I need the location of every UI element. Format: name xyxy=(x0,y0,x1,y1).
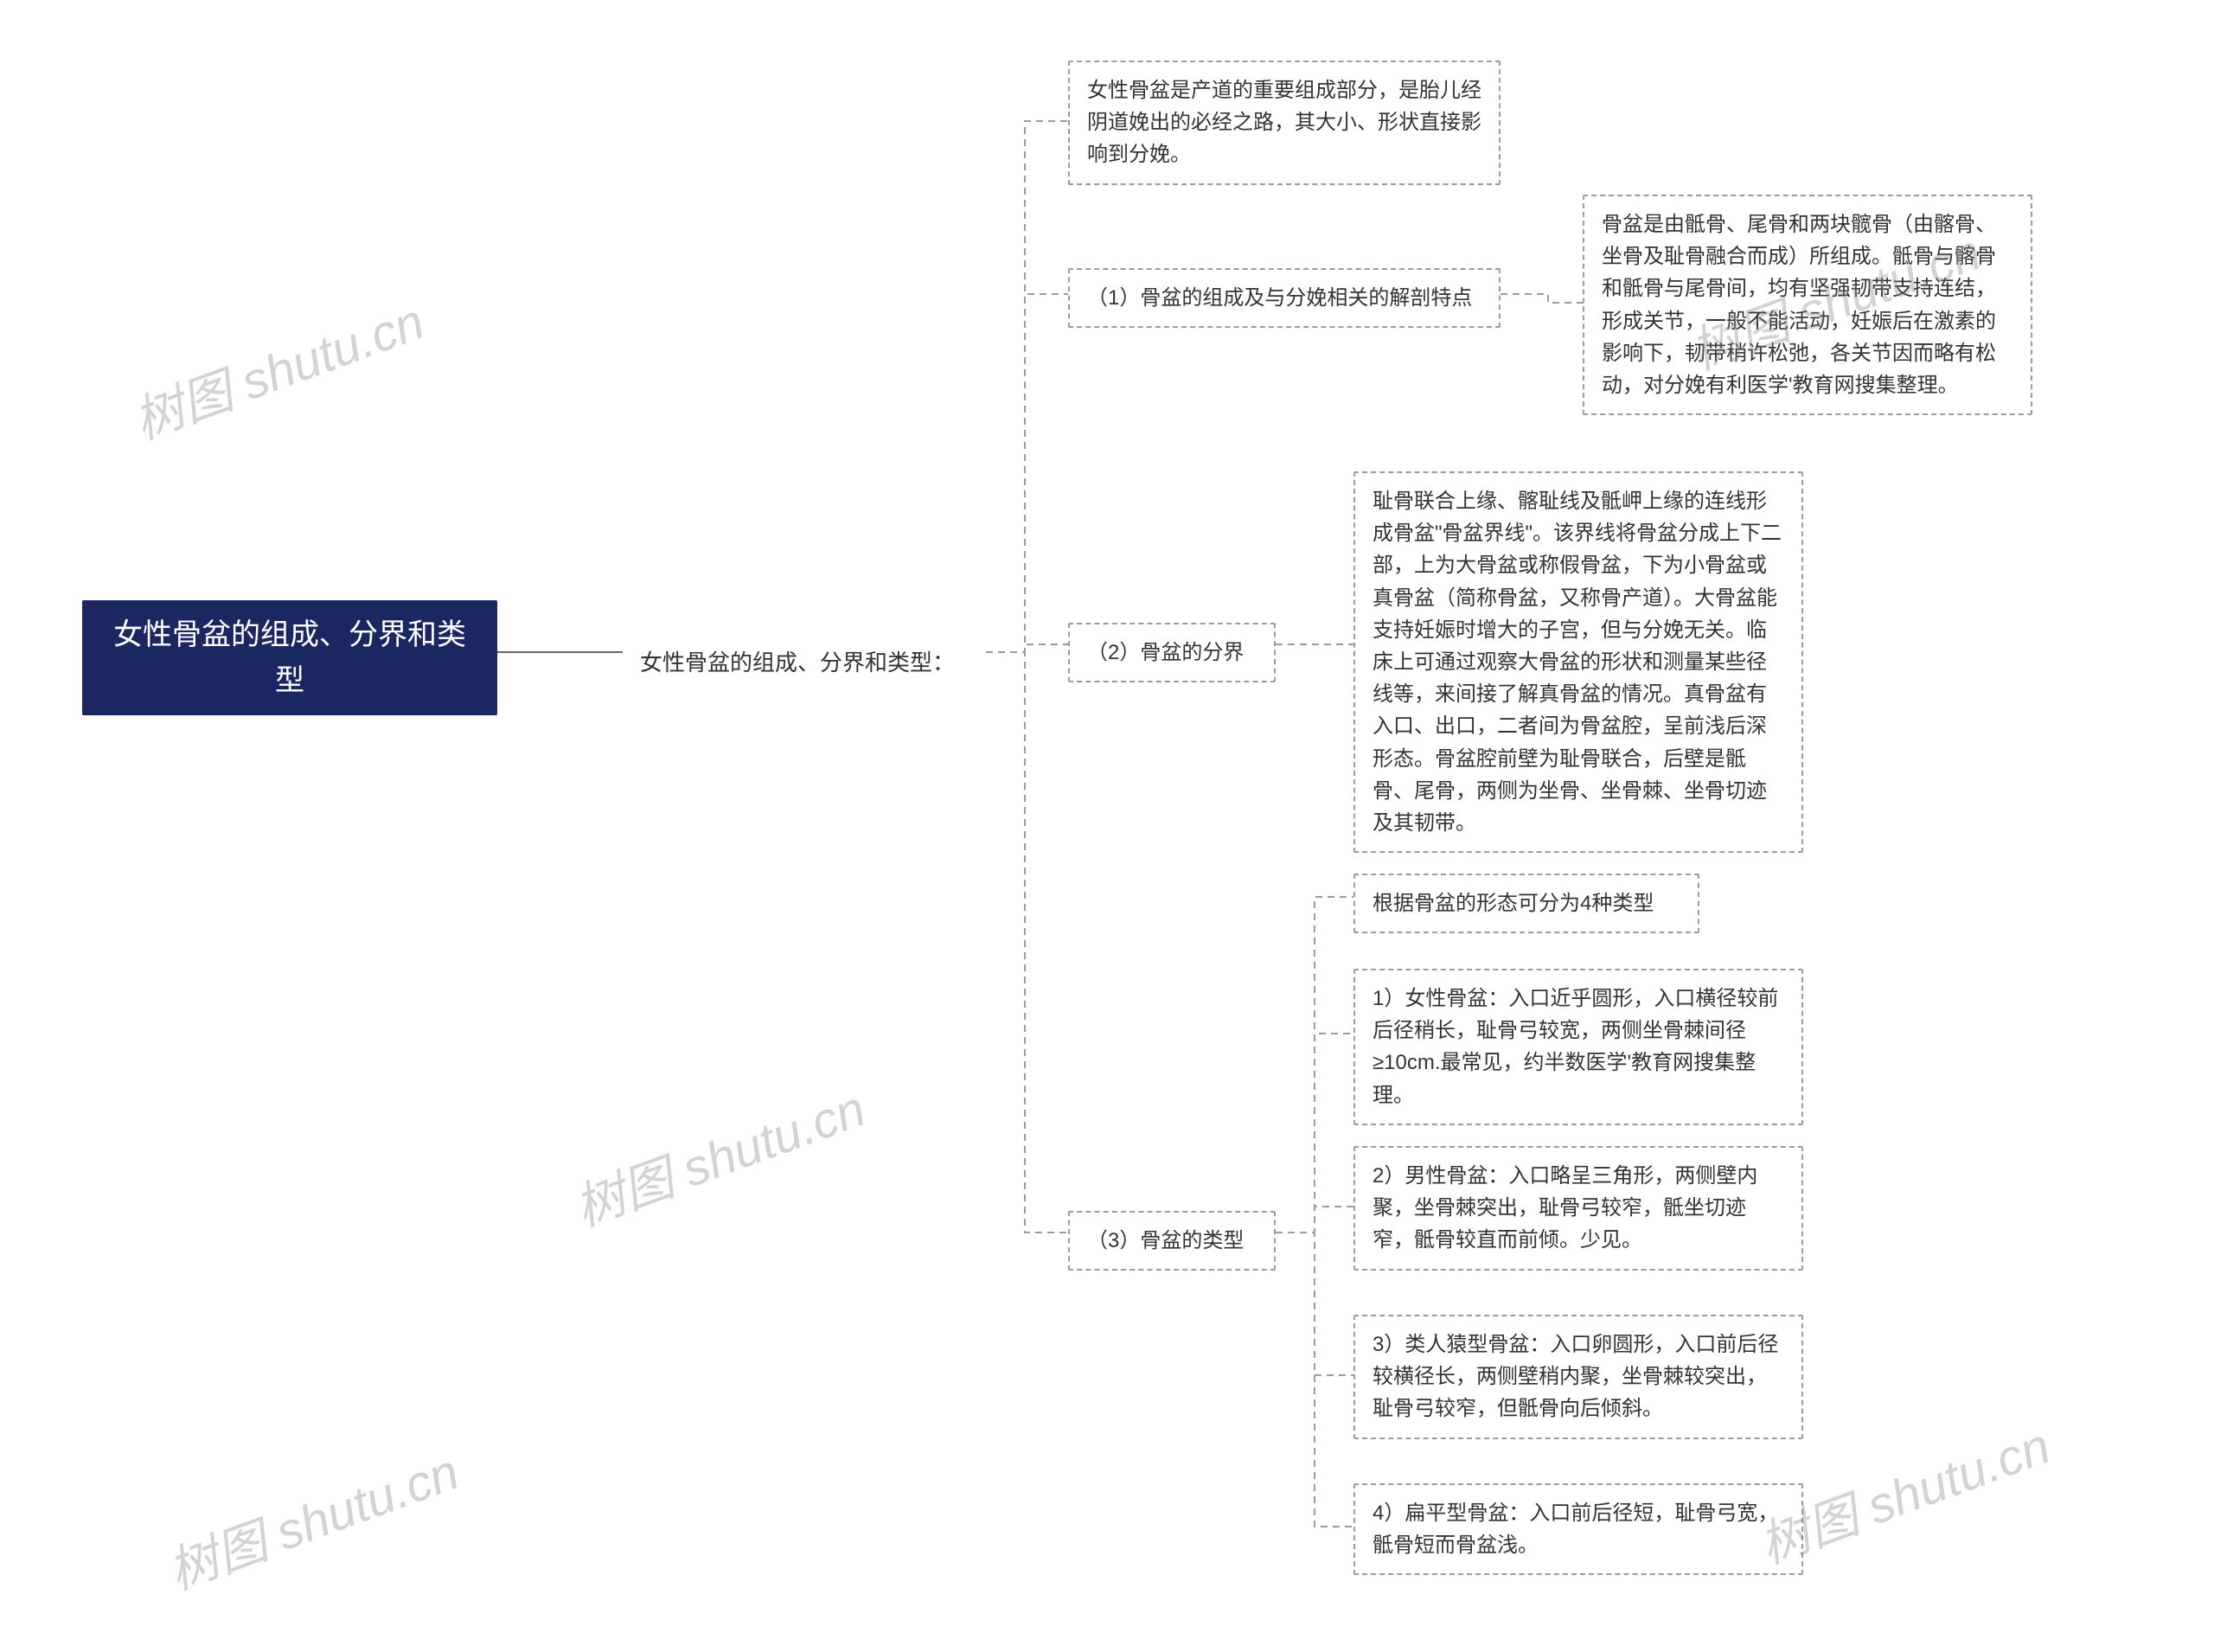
sec3-type4-node[interactable]: 4）扁平型骨盆：入口前后径短，耻骨弓宽，骶骨短而骨盆浅。 xyxy=(1353,1483,1803,1575)
sec1-title-node[interactable]: （1）骨盆的组成及与分娩相关的解剖特点 xyxy=(1068,268,1501,328)
watermark: 树图 shutu.cn xyxy=(563,1068,873,1240)
sec3-type2-node[interactable]: 2）男性骨盆：入口略呈三角形，两侧壁内聚，坐骨棘突出，耻骨弓较窄，骶坐切迹窄，骶… xyxy=(1353,1146,1803,1271)
sec1-body-node[interactable]: 骨盆是由骶骨、尾骨和两块髋骨（由髂骨、坐骨及耻骨融合而成）所组成。骶骨与髂骨和骶… xyxy=(1583,195,2032,415)
level1-node[interactable]: 女性骨盆的组成、分界和类型： xyxy=(623,633,986,692)
sec3-type1-node[interactable]: 1）女性骨盆：入口近乎圆形，入口横径较前后径稍长，耻骨弓较宽，两侧坐骨棘间径≥1… xyxy=(1353,969,1803,1125)
root-node[interactable]: 女性骨盆的组成、分界和类型 xyxy=(82,600,497,715)
intro-node[interactable]: 女性骨盆是产道的重要组成部分，是胎儿经阴道娩出的必经之路，其大小、形状直接影响到… xyxy=(1068,61,1501,185)
sec3-intro-node[interactable]: 根据骨盆的形态可分为4种类型 xyxy=(1353,874,1699,933)
sec2-title-node[interactable]: （2）骨盆的分界 xyxy=(1068,623,1276,682)
sec2-body-node[interactable]: 耻骨联合上缘、髂耻线及骶岬上缘的连线形成骨盆"骨盆界线"。该界线将骨盆分成上下二… xyxy=(1353,471,1803,853)
watermark: 树图 shutu.cn xyxy=(157,1431,467,1604)
watermark: 树图 shutu.cn xyxy=(122,281,432,453)
sec3-title-node[interactable]: （3）骨盆的类型 xyxy=(1068,1211,1276,1271)
sec3-type3-node[interactable]: 3）类人猿型骨盆：入口卵圆形，入口前后径较横径长，两侧壁稍内聚，坐骨棘较突出，耻… xyxy=(1353,1315,1803,1439)
mindmap-canvas: 女性骨盆的组成、分界和类型 女性骨盆的组成、分界和类型： 女性骨盆是产道的重要组… xyxy=(0,0,2214,1652)
